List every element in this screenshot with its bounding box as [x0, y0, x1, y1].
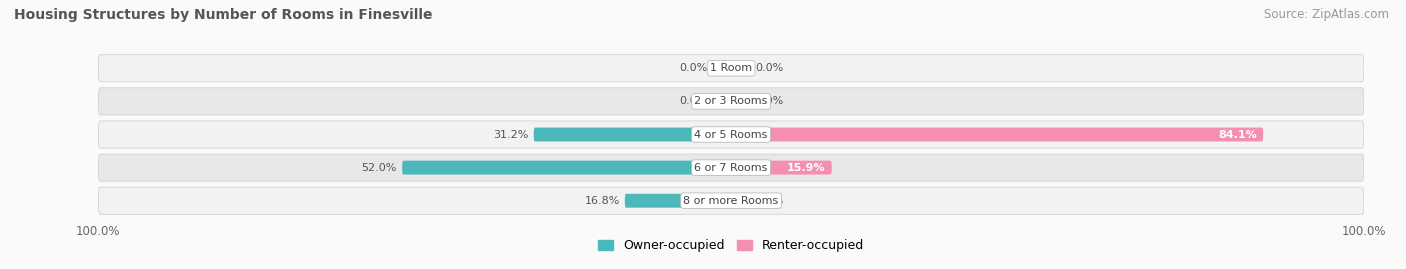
Text: 1 Room: 1 Room — [710, 63, 752, 73]
Text: 8 or more Rooms: 8 or more Rooms — [683, 196, 779, 206]
FancyBboxPatch shape — [731, 128, 1263, 141]
Text: 52.0%: 52.0% — [361, 162, 396, 173]
Text: 4 or 5 Rooms: 4 or 5 Rooms — [695, 129, 768, 140]
Text: 31.2%: 31.2% — [494, 129, 529, 140]
FancyBboxPatch shape — [98, 55, 1364, 82]
Text: 6 or 7 Rooms: 6 or 7 Rooms — [695, 162, 768, 173]
FancyBboxPatch shape — [731, 94, 751, 108]
Text: 15.9%: 15.9% — [787, 162, 825, 173]
FancyBboxPatch shape — [731, 194, 751, 208]
FancyBboxPatch shape — [98, 88, 1364, 115]
FancyBboxPatch shape — [711, 94, 731, 108]
FancyBboxPatch shape — [534, 128, 731, 141]
FancyBboxPatch shape — [711, 61, 731, 75]
Text: 0.0%: 0.0% — [679, 63, 707, 73]
FancyBboxPatch shape — [731, 61, 751, 75]
Text: 2 or 3 Rooms: 2 or 3 Rooms — [695, 96, 768, 107]
FancyBboxPatch shape — [98, 121, 1364, 148]
FancyBboxPatch shape — [402, 161, 731, 175]
Text: 16.8%: 16.8% — [585, 196, 620, 206]
Legend: Owner-occupied, Renter-occupied: Owner-occupied, Renter-occupied — [593, 234, 869, 257]
FancyBboxPatch shape — [624, 194, 731, 208]
Text: 84.1%: 84.1% — [1218, 129, 1257, 140]
FancyBboxPatch shape — [731, 161, 832, 175]
Text: Source: ZipAtlas.com: Source: ZipAtlas.com — [1264, 8, 1389, 21]
FancyBboxPatch shape — [98, 187, 1364, 214]
Text: Housing Structures by Number of Rooms in Finesville: Housing Structures by Number of Rooms in… — [14, 8, 433, 22]
Text: 0.0%: 0.0% — [755, 96, 783, 107]
Text: 0.0%: 0.0% — [679, 96, 707, 107]
Text: 0.0%: 0.0% — [755, 196, 783, 206]
FancyBboxPatch shape — [98, 154, 1364, 181]
Text: 0.0%: 0.0% — [755, 63, 783, 73]
